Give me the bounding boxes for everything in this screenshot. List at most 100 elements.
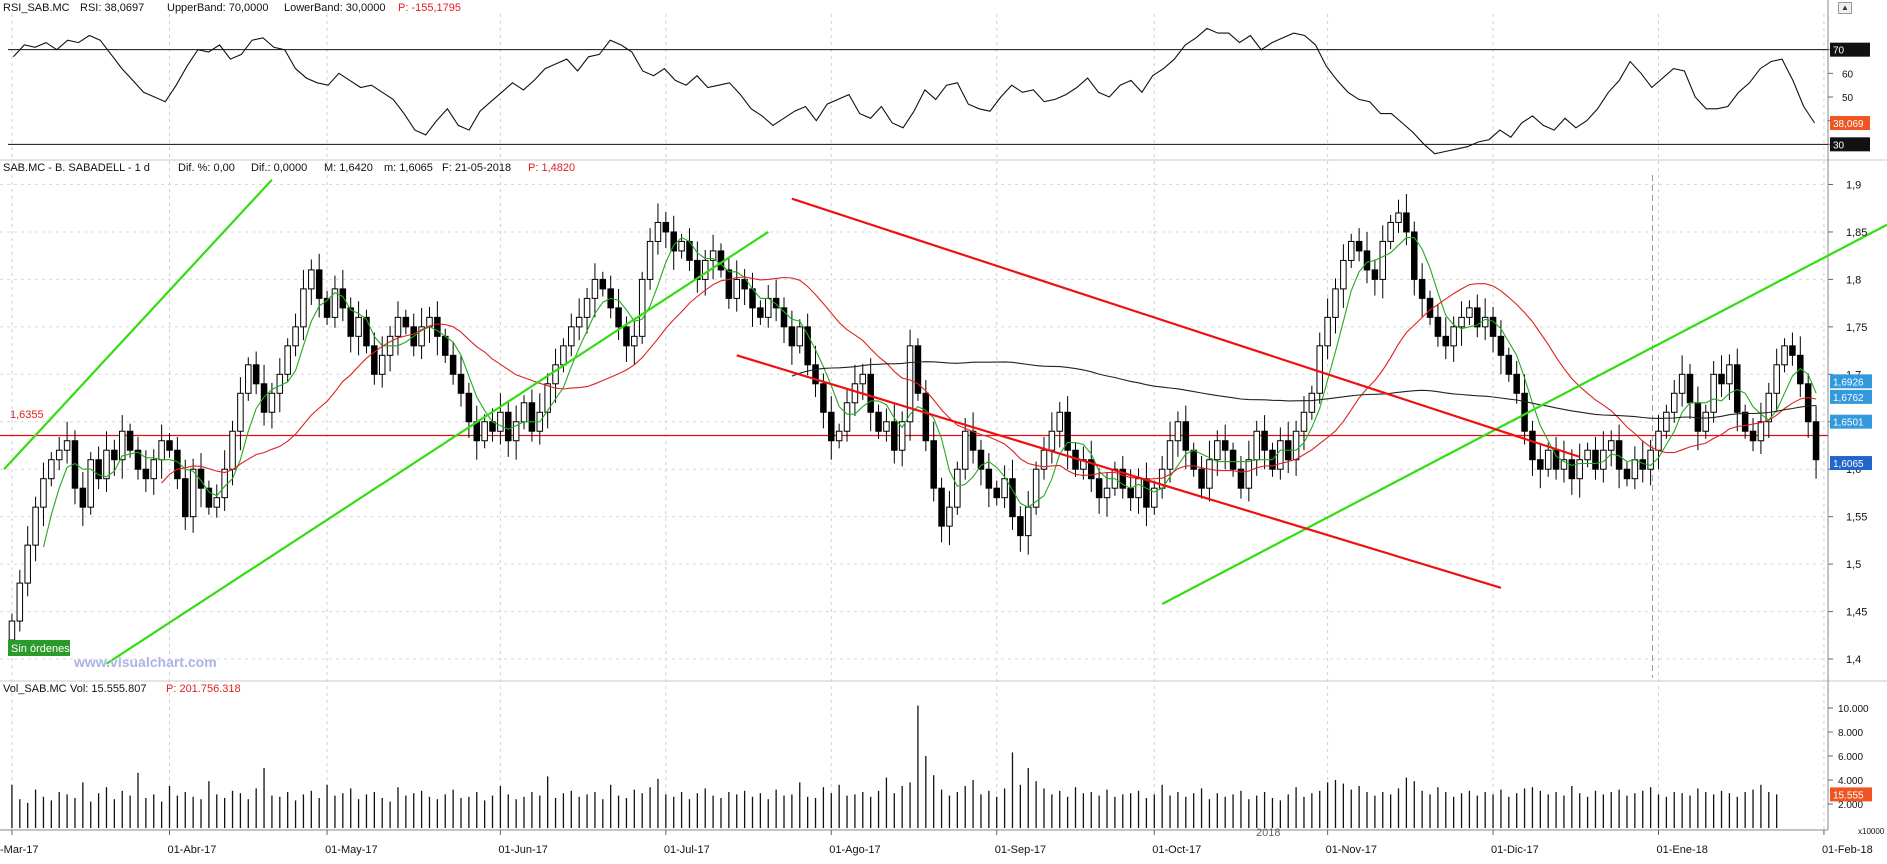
candle-body bbox=[568, 326, 575, 347]
candle-body bbox=[796, 326, 804, 347]
candle-body bbox=[252, 364, 260, 385]
price-panel[interactable] bbox=[0, 175, 1828, 678]
candle-body bbox=[315, 269, 323, 299]
candle-body bbox=[197, 468, 205, 489]
candle-body bbox=[780, 307, 788, 328]
candle-body bbox=[1670, 392, 1678, 413]
candle-body bbox=[875, 411, 882, 432]
xtick-label: 01-Sep-17 bbox=[995, 844, 1046, 856]
vol-badge-bg bbox=[1830, 787, 1872, 802]
sin-ordenes-text[interactable]: Sin órdenes bbox=[11, 643, 70, 655]
vol-header-p: P: 201.756.318 bbox=[166, 683, 241, 695]
candle-body bbox=[1151, 487, 1158, 508]
candle-body bbox=[1663, 411, 1670, 432]
candle-body bbox=[434, 316, 441, 337]
rsi-ytick-label: 60 bbox=[1842, 69, 1854, 80]
candle-body bbox=[891, 421, 898, 451]
candle-body bbox=[126, 430, 134, 451]
rsi-ytick-label: 50 bbox=[1842, 93, 1854, 104]
candle-body bbox=[32, 506, 39, 546]
candle-body bbox=[1797, 354, 1804, 385]
candle-body bbox=[40, 478, 47, 508]
candle-body bbox=[1458, 316, 1465, 328]
candle-body bbox=[16, 582, 24, 622]
candle-body bbox=[394, 316, 402, 337]
candle-body bbox=[599, 278, 607, 290]
candle-body bbox=[1741, 411, 1749, 432]
candle-body bbox=[961, 430, 969, 470]
candle-body bbox=[1442, 335, 1450, 347]
candle-body bbox=[118, 430, 126, 461]
xtick-label: 01-Oct-17 bbox=[1152, 844, 1201, 856]
candle-body bbox=[1064, 411, 1071, 451]
candle-body bbox=[1686, 373, 1694, 404]
candle-body bbox=[1702, 411, 1710, 432]
candle-body bbox=[339, 288, 347, 309]
rsi-panel[interactable] bbox=[0, 14, 1828, 158]
price-badge-bg bbox=[1830, 389, 1872, 404]
candle-body bbox=[418, 326, 425, 347]
candle-body bbox=[552, 364, 559, 385]
candle-body bbox=[733, 278, 740, 299]
candle-body bbox=[812, 364, 819, 385]
candle-body bbox=[1718, 373, 1725, 385]
candle-body bbox=[922, 392, 930, 442]
candle-body bbox=[938, 487, 945, 527]
candle-body bbox=[544, 383, 551, 413]
candle-body bbox=[213, 497, 221, 508]
volume-panel[interactable] bbox=[0, 696, 1828, 830]
candle-body bbox=[331, 288, 339, 318]
candle-body bbox=[1765, 392, 1773, 423]
candle-body bbox=[788, 326, 796, 347]
vol-multiplier: x10000 bbox=[1858, 827, 1885, 836]
xtick-label: 01-May-17 bbox=[325, 844, 378, 856]
candle-body bbox=[1513, 373, 1520, 394]
candle-body bbox=[1371, 269, 1379, 280]
scroll-up-button[interactable]: ▲ bbox=[1838, 2, 1852, 14]
candle-body bbox=[371, 345, 378, 375]
candle-body bbox=[1332, 288, 1339, 318]
candle-body bbox=[883, 421, 890, 432]
vol-header-value: Vol: 15.555.807 bbox=[70, 683, 146, 695]
candle-body bbox=[1726, 364, 1733, 385]
candle-body bbox=[623, 326, 630, 347]
xtick-label: 01-Dic-17 bbox=[1491, 844, 1539, 856]
candle-body bbox=[1600, 449, 1607, 470]
candle-body bbox=[55, 449, 63, 461]
candle-body bbox=[268, 392, 276, 413]
candle-body bbox=[8, 620, 16, 641]
candle-body bbox=[591, 278, 599, 299]
candle-body bbox=[1568, 459, 1576, 480]
price-badge-bg bbox=[1830, 456, 1872, 471]
candle-body bbox=[142, 468, 150, 480]
candle-body bbox=[63, 440, 71, 451]
candle-body bbox=[1529, 430, 1536, 461]
candle-body bbox=[662, 221, 670, 233]
candle-body bbox=[1300, 411, 1308, 432]
candle-body bbox=[631, 335, 638, 347]
price-ytick-label: 1,9 bbox=[1846, 179, 1861, 191]
candle-body bbox=[465, 392, 473, 423]
rsi-header-lower: LowerBand: 30,0000 bbox=[284, 2, 386, 14]
rsi-badge-bg bbox=[1830, 137, 1870, 152]
candle-body bbox=[1198, 468, 1205, 489]
candle-body bbox=[1182, 421, 1190, 451]
year-mark: 2018 bbox=[1256, 827, 1280, 839]
candle-body bbox=[977, 449, 985, 470]
candle-body bbox=[512, 421, 520, 442]
candle-body bbox=[1308, 392, 1316, 413]
candle-body bbox=[158, 440, 165, 461]
candle-body bbox=[1324, 316, 1331, 347]
candle-body bbox=[859, 373, 867, 385]
candle-body bbox=[79, 487, 87, 508]
sin-ordenes-badge[interactable] bbox=[8, 640, 70, 656]
price-ytick-label: 1,5 bbox=[1846, 559, 1861, 571]
xtick-label: 01-Abr-17 bbox=[168, 844, 217, 856]
candle-body bbox=[308, 269, 315, 290]
candle-body bbox=[670, 231, 677, 252]
price-header-difpct: Dif. %: 0,00 bbox=[178, 162, 235, 174]
candle-body bbox=[560, 345, 567, 366]
rsi-header-value: RSI: 38,0697 bbox=[80, 2, 144, 14]
candle-body bbox=[575, 316, 583, 328]
